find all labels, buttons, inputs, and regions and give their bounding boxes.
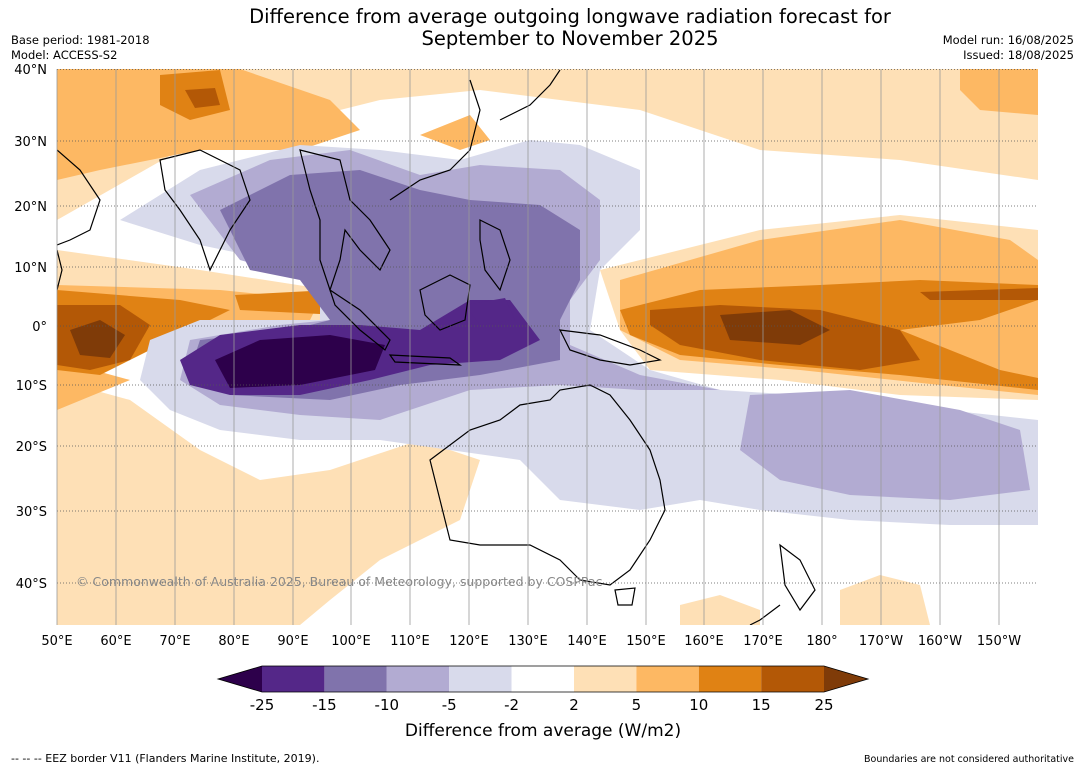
colorbar-segment — [574, 666, 637, 692]
base-period-text: Base period: 1981-2018 — [11, 33, 150, 47]
lon-label: 170°E — [743, 634, 783, 649]
lon-label: 150°E — [626, 634, 666, 649]
eez-border-note: -- -- -- EEZ border V11 (Flanders Marine… — [11, 752, 320, 765]
colorbar-segment — [511, 666, 574, 692]
colorbar-tick: -15 — [312, 696, 337, 714]
colorbar-segment — [324, 666, 387, 692]
colorbar-tick: 10 — [689, 696, 708, 714]
model-text: Model: ACCESS-S2 — [11, 48, 118, 62]
lat-label: 40°S — [16, 577, 47, 592]
colorbar-tick: 2 — [569, 696, 579, 714]
lon-label: 140°E — [567, 634, 607, 649]
colorbar-tick: 25 — [814, 696, 833, 714]
copyright-text: © Commonwealth of Australia 2025, Bureau… — [76, 574, 602, 589]
issued-text: Issued: 18/08/2025 — [963, 48, 1074, 62]
colorbar-tick: -2 — [504, 696, 519, 714]
latitude-labels: 40°N 30°N 20°N 10°N 0° 10°S 20°S 30°S 40… — [14, 63, 47, 592]
lat-label: 30°N — [14, 135, 47, 150]
lon-label: 160°E — [684, 634, 724, 649]
colorbar-min-arrow — [218, 666, 262, 692]
colorbar-tick: 5 — [632, 696, 642, 714]
colorbar-tick: -5 — [442, 696, 457, 714]
lon-label: 50°E — [41, 634, 72, 649]
lon-label: 170°W — [859, 634, 903, 649]
lat-label: 10°S — [16, 379, 47, 394]
colorbar-label: Difference from average (W/m2) — [405, 721, 681, 741]
colorbar-segment — [636, 666, 699, 692]
lat-label: 20°N — [14, 200, 47, 215]
lon-label: 100°E — [331, 634, 371, 649]
colorbar-max-arrow — [824, 666, 868, 692]
model-run-text: Model run: 16/08/2025 — [942, 33, 1074, 47]
lon-label: 70°E — [159, 634, 190, 649]
lon-label: 80°E — [218, 634, 249, 649]
colorbar-segment — [386, 666, 450, 692]
map-title-line1: Difference from average outgoing longwav… — [249, 5, 891, 28]
lat-label: 40°N — [14, 63, 47, 78]
lon-label: 160°W — [918, 634, 962, 649]
lon-label: 60°E — [100, 634, 131, 649]
longitude-labels: 50°E 60°E 70°E 80°E 90°E 100°E 110°E 120… — [41, 634, 1021, 649]
coastlines — [57, 69, 816, 625]
colorbar-tick: 15 — [752, 696, 771, 714]
lon-label: 180° — [806, 634, 837, 649]
colorbar-segment — [761, 666, 824, 692]
lat-label: 20°S — [16, 440, 47, 455]
lon-label: 120°E — [449, 634, 489, 649]
lon-label: 150°W — [977, 634, 1021, 649]
lat-label: 10°N — [14, 261, 47, 276]
lat-label: 0° — [32, 320, 47, 335]
lon-label: 130°E — [508, 634, 548, 649]
boundaries-disclaimer: Boundaries are not considered authoritat… — [864, 754, 1074, 765]
map-title-line2: September to November 2025 — [421, 27, 719, 50]
colorbar-segment — [449, 666, 512, 692]
lat-label: 30°S — [16, 505, 47, 520]
lon-label: 90°E — [277, 634, 308, 649]
colorbar: -25 -15 -10 -5 -2 2 5 10 15 25 Differenc… — [216, 665, 870, 741]
lon-label: 110°E — [390, 634, 430, 649]
colorbar-tick: -10 — [375, 696, 400, 714]
colorbar-tick: -25 — [250, 696, 275, 714]
colorbar-segment — [262, 666, 325, 692]
meridians — [56, 69, 1000, 625]
colorbar-segment — [698, 666, 762, 692]
